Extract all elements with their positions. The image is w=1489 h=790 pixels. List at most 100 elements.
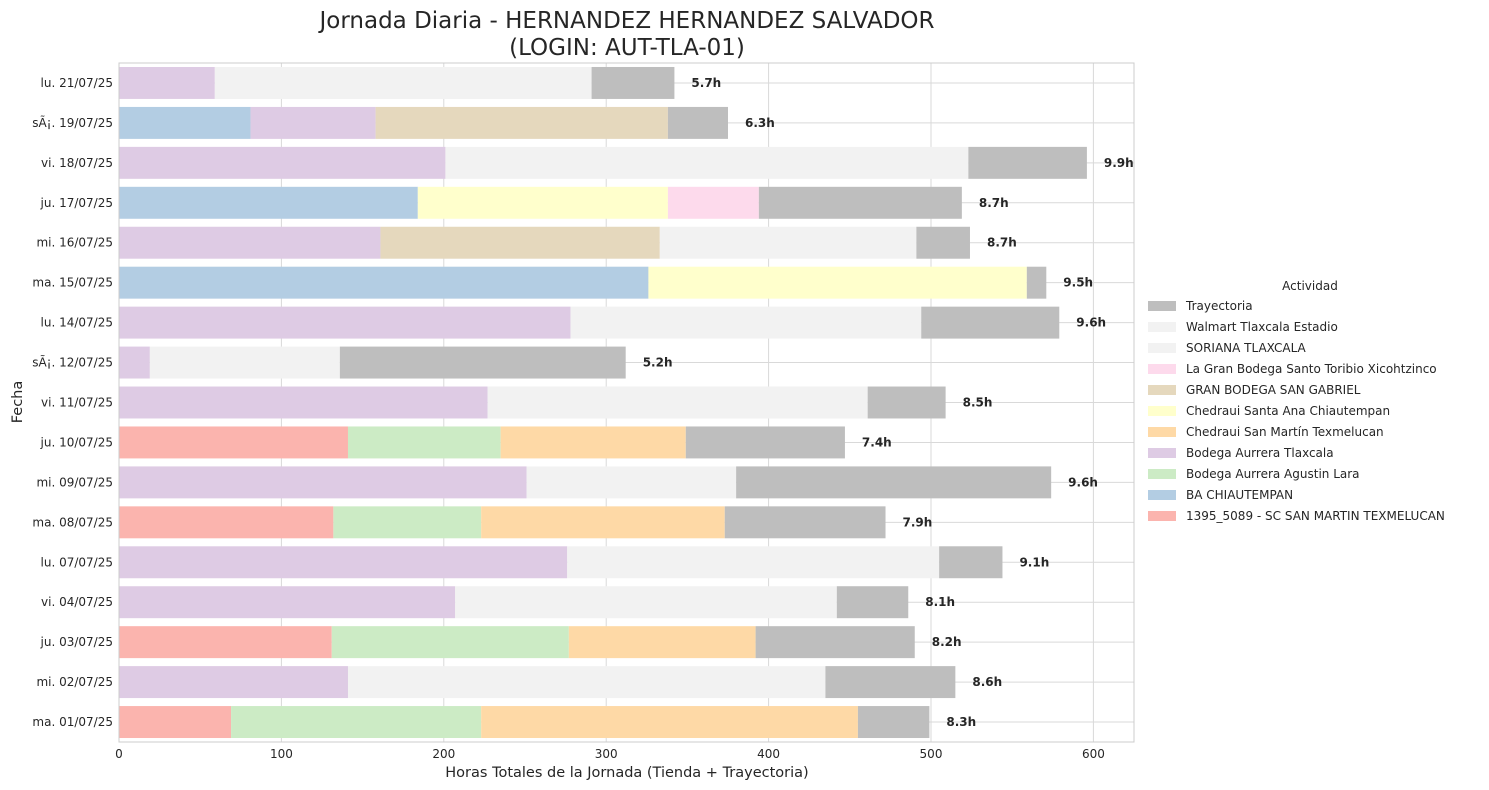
- bar-segment: [347, 426, 501, 459]
- bar-segment: [500, 426, 686, 459]
- bar-total-label: 8.7h: [979, 196, 1009, 210]
- bar-total-label: 6.3h: [745, 116, 775, 130]
- x-tick-label: 600: [1082, 747, 1105, 761]
- bar-total-label: 9.1h: [1019, 555, 1049, 569]
- legend-swatch: [1148, 469, 1176, 479]
- y-tick-label: lu. 14/07/25: [41, 316, 113, 330]
- bar-segment: [250, 106, 376, 139]
- x-tick-label: 0: [115, 747, 123, 761]
- bar-total-label: 8.3h: [946, 715, 976, 729]
- bar-segment: [455, 586, 837, 619]
- legend-swatch: [1148, 511, 1176, 521]
- y-tick-label: ju. 10/07/25: [40, 435, 113, 449]
- bar-segment: [339, 346, 626, 379]
- bar-segment: [119, 146, 446, 179]
- legend-swatch: [1148, 364, 1176, 374]
- bar-segment: [119, 386, 488, 419]
- y-tick-label: sÃ¡. 19/07/25: [32, 115, 113, 130]
- bar-segment: [1026, 266, 1047, 299]
- x-tick-label: 400: [757, 747, 780, 761]
- bar-segment: [119, 226, 381, 259]
- bar-segment: [481, 506, 725, 539]
- bar-segment: [380, 226, 660, 259]
- bar-segment: [481, 706, 858, 739]
- legend-entry: Chedraui San Martín Texmelucan: [1186, 425, 1384, 439]
- bar-segment: [916, 226, 970, 259]
- chart-title-line-1: Jornada Diaria - HERNANDEZ HERNANDEZ SAL…: [317, 8, 934, 34]
- legend-entry: Walmart Tlaxcala Estadio: [1186, 320, 1338, 334]
- y-tick-label: vi. 18/07/25: [41, 156, 113, 170]
- y-tick-label: ma. 15/07/25: [32, 276, 113, 290]
- legend-entry: Bodega Aurrera Tlaxcala: [1186, 446, 1334, 460]
- bar-total-label: 8.7h: [987, 236, 1017, 250]
- legend-swatch: [1148, 427, 1176, 437]
- legend-swatch: [1148, 343, 1176, 353]
- bar-total-label: 7.4h: [862, 435, 892, 449]
- y-axis-label: Fecha: [10, 381, 26, 424]
- bars-layer: [119, 66, 1087, 739]
- legend: Actividad Trayectoria Walmart Tlaxcala Es…: [1148, 279, 1445, 523]
- bar-total-label: 8.5h: [963, 396, 993, 410]
- bar-segment: [921, 306, 1060, 339]
- legend-entry: La Gran Bodega Santo Toribio Xicohtzinco: [1186, 362, 1437, 376]
- legend-entry: 1395_5089 - SC SAN MARTIN TEXMELUCAN: [1186, 509, 1445, 523]
- legend-entry: Trayectoria: [1185, 299, 1253, 313]
- bar-segment: [568, 626, 756, 659]
- y-tick-label: ju. 17/07/25: [40, 196, 113, 210]
- bar-segment: [119, 186, 418, 219]
- legend-entry: SORIANA TLAXCALA: [1186, 341, 1307, 355]
- legend-swatch: [1148, 322, 1176, 332]
- bar-total-label: 7.9h: [903, 515, 933, 529]
- bar-segment: [119, 546, 568, 579]
- bar-segment: [667, 186, 759, 219]
- y-tick-label: lu. 21/07/25: [41, 76, 113, 90]
- legend-swatch: [1148, 448, 1176, 458]
- bar-segment: [724, 506, 886, 539]
- y-tick-label: ju. 03/07/25: [40, 635, 113, 649]
- bar-segment: [968, 146, 1087, 179]
- bar-total-label: 8.6h: [972, 675, 1002, 689]
- legend-entry: GRAN BODEGA SAN GABRIEL: [1186, 383, 1361, 397]
- legend-swatch: [1148, 406, 1176, 416]
- y-tick-label: vi. 11/07/25: [41, 396, 113, 410]
- bar-segment: [939, 546, 1003, 579]
- bar-total-label: 9.9h: [1104, 156, 1134, 170]
- bar-total-label: 9.5h: [1063, 276, 1093, 290]
- bar-segment: [149, 346, 340, 379]
- legend-swatch: [1148, 301, 1176, 311]
- bar-total-label: 9.6h: [1068, 475, 1098, 489]
- plot-frame: [118, 62, 1135, 743]
- bar-segment: [214, 66, 592, 99]
- bar-total-label: 8.1h: [925, 595, 955, 609]
- legend-title: Actividad: [1282, 279, 1338, 293]
- bar-segment: [487, 386, 868, 419]
- y-tick-label: ma. 01/07/25: [32, 715, 113, 729]
- legend-entry: Chedraui Santa Ana Chiautempan: [1186, 404, 1390, 418]
- y-tick-label: mi. 09/07/25: [36, 475, 113, 489]
- y-tick-label: mi. 16/07/25: [36, 236, 113, 250]
- y-tick-label: lu. 07/07/25: [41, 555, 113, 569]
- bar-segment: [119, 426, 348, 459]
- bar-segment: [526, 466, 737, 499]
- bar-segment: [736, 466, 1052, 499]
- bar-segment: [667, 106, 728, 139]
- bar-segment: [119, 66, 215, 99]
- bar-segment: [758, 186, 962, 219]
- x-axis-label: Horas Totales de la Jornada (Tienda + Tr…: [445, 765, 808, 781]
- bar-segment: [685, 426, 845, 459]
- bar-segment: [445, 146, 969, 179]
- bar-segment: [825, 666, 956, 699]
- bar-segment: [119, 506, 334, 539]
- y-tick-label: vi. 04/07/25: [41, 595, 113, 609]
- bar-segment: [119, 266, 649, 299]
- bar-total-label: 5.2h: [643, 356, 673, 370]
- legend-entry: BA CHIAUTEMPAN: [1186, 488, 1293, 502]
- bar-segment: [417, 186, 668, 219]
- bar-segment: [591, 66, 675, 99]
- bar-segment: [119, 306, 571, 339]
- bar-segment: [119, 666, 348, 699]
- bar-segment: [867, 386, 946, 419]
- legend-entry: Bodega Aurrera Agustin Lara: [1186, 467, 1360, 481]
